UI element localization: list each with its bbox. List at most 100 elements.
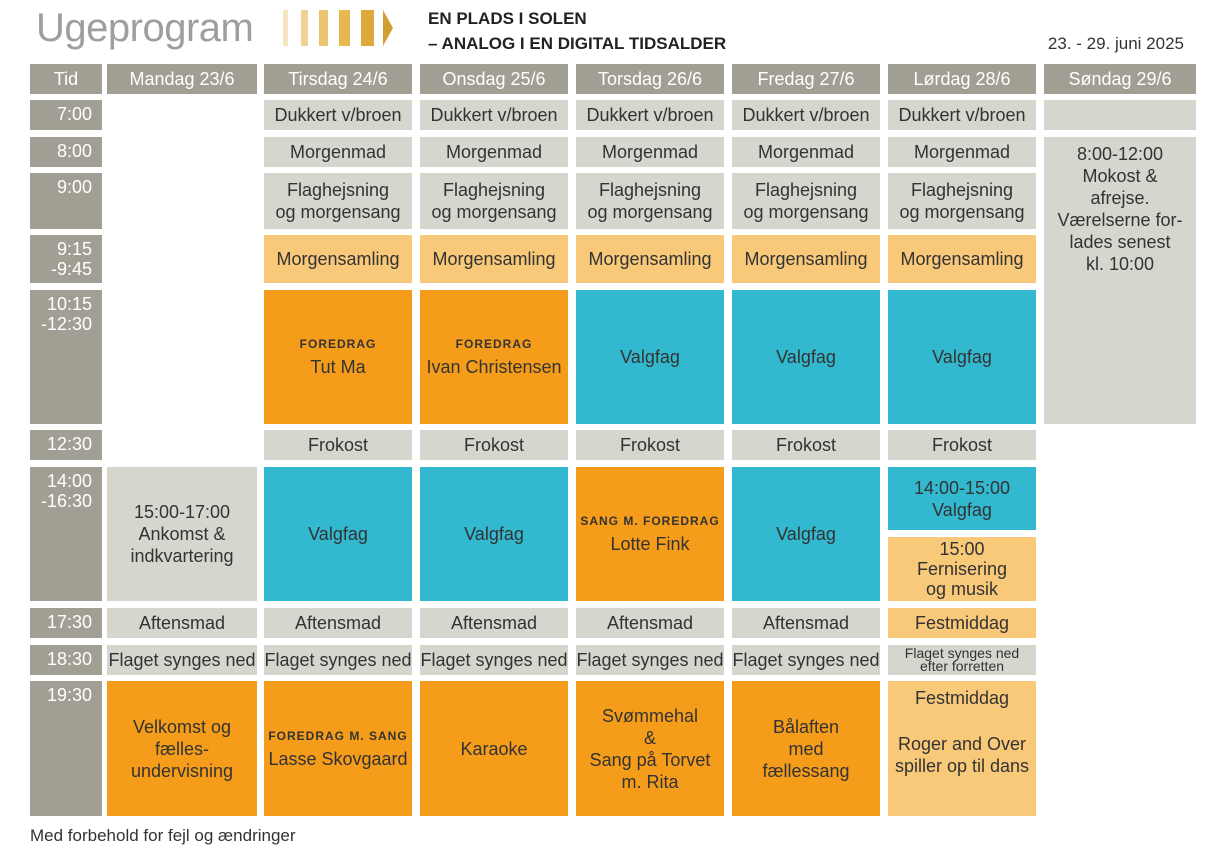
time-label: -16:30 xyxy=(40,491,92,511)
event-name: Lasse Skovgaard xyxy=(268,748,408,769)
thu-flaget: Flaget synges ned xyxy=(576,645,724,675)
mon-arrival: 15:00-17:00 Ankomst & indkvartering xyxy=(107,467,257,601)
arrival-line: 15:00-17:00 xyxy=(133,502,231,522)
thu-flaghejsning: Flaghejsning og morgensang xyxy=(576,173,724,229)
header-tid: Tid xyxy=(30,64,102,94)
time-0800: 8:00 xyxy=(30,137,102,167)
fri-aftensmad: Aftensmad xyxy=(732,608,880,638)
event-name: Tut Ma xyxy=(310,357,366,377)
wed-morgensamling: Morgensamling xyxy=(420,235,568,283)
wed-evening: Karaoke xyxy=(420,681,568,816)
time-label: 14:00 xyxy=(46,471,92,491)
time-1400: 14:00 -16:30 xyxy=(30,467,102,601)
header-friday: Fredag 27/6 xyxy=(732,64,880,94)
header-tuesday: Tirsdag 24/6 xyxy=(264,64,412,94)
sat-dukkert: Dukkert v/broen xyxy=(888,100,1036,130)
wed-foredrag: FOREDRAG Ivan Christensen xyxy=(420,290,568,424)
flag-line1: Flaghejsning xyxy=(598,180,702,200)
time-label: 9:15 xyxy=(56,239,92,259)
tue-morgensamling: Morgensamling xyxy=(264,235,412,283)
time-label: -9:45 xyxy=(50,259,92,279)
fri-frokost: Frokost xyxy=(732,430,880,460)
event-type: FOREDRAG xyxy=(299,337,377,351)
wed-frokost: Frokost xyxy=(420,430,568,460)
fri-valgfag-afternoon: Valgfag xyxy=(732,467,880,601)
sun-block: 8:00-12:00 Mokost & afrejse. Værelserne … xyxy=(1044,137,1196,424)
time-0700: 7:00 xyxy=(30,100,102,130)
tue-valgfag-afternoon: Valgfag xyxy=(264,467,412,601)
evening-line: m. Rita xyxy=(621,771,679,792)
sat-flag-line: efter forretten xyxy=(919,658,1005,674)
fri-flaghejsning: Flaghejsning og morgensang xyxy=(732,173,880,229)
header-thursday: Torsdag 26/6 xyxy=(576,64,724,94)
sat-afternoon-line: 14:00-15:00 xyxy=(913,477,1011,498)
time-1015: 10:15 -12:30 xyxy=(30,290,102,424)
time-1730: 17:30 xyxy=(30,608,102,638)
sat-flag-line: Flaget synges ned xyxy=(904,645,1020,661)
time-label: 8:00 xyxy=(56,141,92,161)
fri-dukkert: Dukkert v/broen xyxy=(732,100,880,130)
tue-evening: FOREDRAG M. SANG Lasse Skovgaard xyxy=(264,681,412,816)
sun-line: afrejse. xyxy=(1090,188,1150,208)
header-sunday: Søndag 29/6 xyxy=(1044,64,1196,94)
sat-afternoon-line: Valgfag xyxy=(932,499,992,520)
fri-evening: Bålaften med fællessang xyxy=(732,681,880,816)
sat-morgensamling: Morgensamling xyxy=(888,235,1036,283)
flag-line1: Flaghejsning xyxy=(442,180,546,200)
sun-line: Værelserne for- xyxy=(1057,210,1183,230)
wed-flaghejsning: Flaghejsning og morgensang xyxy=(420,173,568,229)
time-1230: 12:30 xyxy=(30,430,102,460)
header-saturday: Lørdag 28/6 xyxy=(888,64,1036,94)
sun-empty xyxy=(1044,100,1196,130)
page-title: Ugeprogram xyxy=(36,6,254,50)
flag-line2: og morgensang xyxy=(587,202,713,222)
tue-flaget: Flaget synges ned xyxy=(264,645,412,675)
fri-morgenmad: Morgenmad xyxy=(732,137,880,167)
mon-aftensmad: Aftensmad xyxy=(107,608,257,638)
thu-morgenmad: Morgenmad xyxy=(576,137,724,167)
sat-flaghejsning: Flaghejsning og morgensang xyxy=(888,173,1036,229)
flag-line1: Flaghejsning xyxy=(754,180,858,200)
sun-line: lades senest xyxy=(1069,232,1171,252)
time-label: 18:30 xyxy=(46,649,92,669)
flag-line2: og morgensang xyxy=(275,202,401,222)
fernisering-line: og musik xyxy=(925,579,999,599)
flag-line2: og morgensang xyxy=(899,202,1025,222)
evening-line: Svømmehal xyxy=(601,705,699,726)
flag-line1: Flaghejsning xyxy=(286,180,390,200)
time-label: 10:15 xyxy=(46,294,92,314)
thu-evening: Svømmehal & Sang på Torvet m. Rita xyxy=(576,681,724,816)
thu-sang-foredrag: SANG M. FOREDRAG Lotte Fink xyxy=(576,467,724,601)
subtitle: EN PLADS I SOLEN – ANALOG I EN DIGITAL T… xyxy=(428,6,726,56)
time-1830: 18:30 xyxy=(30,645,102,675)
tue-foredrag: FOREDRAG Tut Ma xyxy=(264,290,412,424)
event-type: FOREDRAG xyxy=(455,337,533,351)
evening-line: Velkomst og xyxy=(132,716,232,737)
time-label: 7:00 xyxy=(56,104,92,124)
time-0900: 9:00 xyxy=(30,173,102,229)
header-monday: Mandag 23/6 xyxy=(107,64,257,94)
thu-aftensmad: Aftensmad xyxy=(576,608,724,638)
time-1930: 19:30 xyxy=(30,681,102,816)
wed-dukkert: Dukkert v/broen xyxy=(420,100,568,130)
flag-line2: og morgensang xyxy=(743,202,869,222)
time-label: 19:30 xyxy=(46,685,92,705)
sat-festmiddag: Festmiddag xyxy=(888,608,1036,638)
time-label: 9:00 xyxy=(56,177,92,197)
mon-evening: Velkomst og fælles- undervisning xyxy=(107,681,257,816)
time-label: 17:30 xyxy=(46,612,92,632)
evening-line: Roger and Over xyxy=(897,734,1027,754)
sun-line: 8:00-12:00 xyxy=(1076,144,1164,164)
sat-morgenmad: Morgenmad xyxy=(888,137,1036,167)
sat-fernisering: 15:00 Fernisering og musik xyxy=(888,537,1036,601)
thu-morgensamling: Morgensamling xyxy=(576,235,724,283)
tue-morgenmad: Morgenmad xyxy=(264,137,412,167)
thu-dukkert: Dukkert v/broen xyxy=(576,100,724,130)
flag-line1: Flaghejsning xyxy=(910,180,1014,200)
sun-line: kl. 10:00 xyxy=(1085,254,1155,274)
subtitle-line2: – ANALOG I EN DIGITAL TIDSALDER xyxy=(428,34,727,53)
event-name: Ivan Christensen xyxy=(426,357,562,377)
arrival-line: Ankomst & xyxy=(138,524,226,544)
subtitle-line1: EN PLADS I SOLEN xyxy=(428,9,587,28)
tue-aftensmad: Aftensmad xyxy=(264,608,412,638)
